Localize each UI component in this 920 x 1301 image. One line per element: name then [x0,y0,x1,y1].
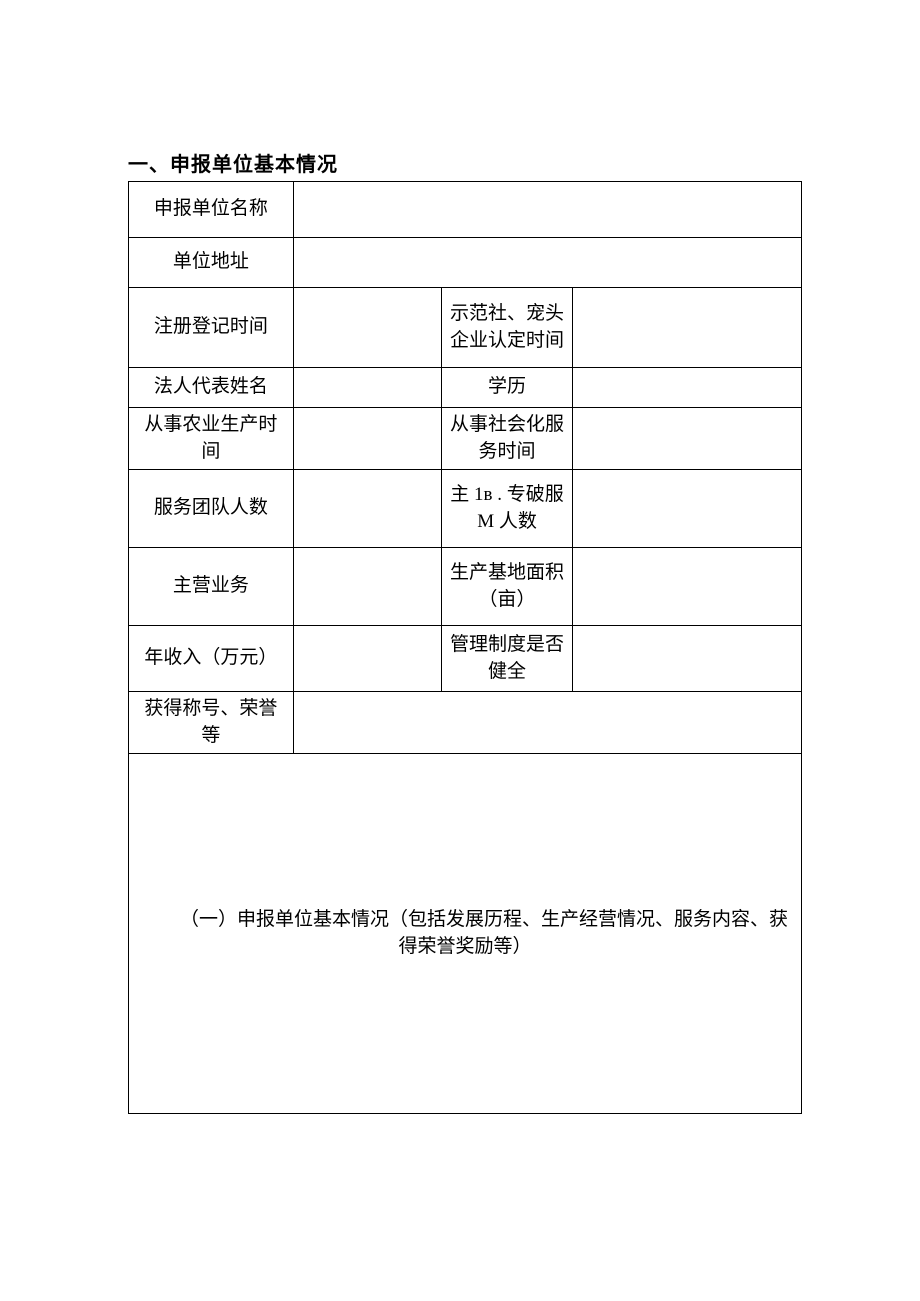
label-specialist-count: 主 1в . 专破服 M 人数 [441,470,572,548]
label-team-size: 服务团队人数 [129,470,294,548]
value-base-area [573,548,802,626]
label-certification-time: 示范社、宠头企业认定时间 [441,288,572,368]
value-service-duration [573,408,802,470]
value-main-business [293,548,441,626]
description-cell: （一）申报单位基本情况（包括发展历程、生产经营情况、服务内容、获得荣誉奖励等） [129,754,802,1114]
table-row: 获得称号、荣誉等 [129,692,802,754]
value-certification-time [573,288,802,368]
label-unit-name: 申报单位名称 [129,182,294,238]
section-heading: 一、申报单位基本情况 [128,148,802,177]
table-row: 申报单位名称 [129,182,802,238]
table-row: 服务团队人数 主 1в . 专破服 M 人数 [129,470,802,548]
table-row: 从事农业生产时间 从事社会化服务时间 [129,408,802,470]
table-row-description: （一）申报单位基本情况（包括发展历程、生产经营情况、服务内容、获得荣誉奖励等） [129,754,802,1114]
label-main-business: 主营业务 [129,548,294,626]
table-row: 单位地址 [129,238,802,288]
label-address: 单位地址 [129,238,294,288]
table-row: 法人代表姓名 学历 [129,368,802,408]
label-agri-duration: 从事农业生产时间 [129,408,294,470]
value-address [293,238,801,288]
label-honors: 获得称号、荣誉等 [129,692,294,754]
description-text: （一）申报单位基本情况（包括发展历程、生产经营情况、服务内容、获得荣誉奖励等） [135,907,795,960]
table-row: 年收入（万元） 管理制度是否健全 [129,626,802,692]
value-legal-rep [293,368,441,408]
value-specialist-count [573,470,802,548]
value-honors [293,692,801,754]
value-mgmt-system [573,626,802,692]
value-registration-time [293,288,441,368]
label-service-duration: 从事社会化服务时间 [441,408,572,470]
label-legal-rep: 法人代表姓名 [129,368,294,408]
table-row: 主营业务 生产基地面积（亩） [129,548,802,626]
label-annual-income: 年收入（万元） [129,626,294,692]
label-mgmt-system: 管理制度是否健全 [441,626,572,692]
label-base-area: 生产基地面积（亩） [441,548,572,626]
label-education: 学历 [441,368,572,408]
document-page: 一、申报单位基本情况 申报单位名称 单位地址 注册登记时间 示范社、宠头企业认定… [0,0,920,1114]
value-agri-duration [293,408,441,470]
value-team-size [293,470,441,548]
label-registration-time: 注册登记时间 [129,288,294,368]
value-unit-name [293,182,801,238]
value-education [573,368,802,408]
value-annual-income [293,626,441,692]
table-row: 注册登记时间 示范社、宠头企业认定时间 [129,288,802,368]
application-form-table: 申报单位名称 单位地址 注册登记时间 示范社、宠头企业认定时间 法人代表姓名 学… [128,181,802,1114]
